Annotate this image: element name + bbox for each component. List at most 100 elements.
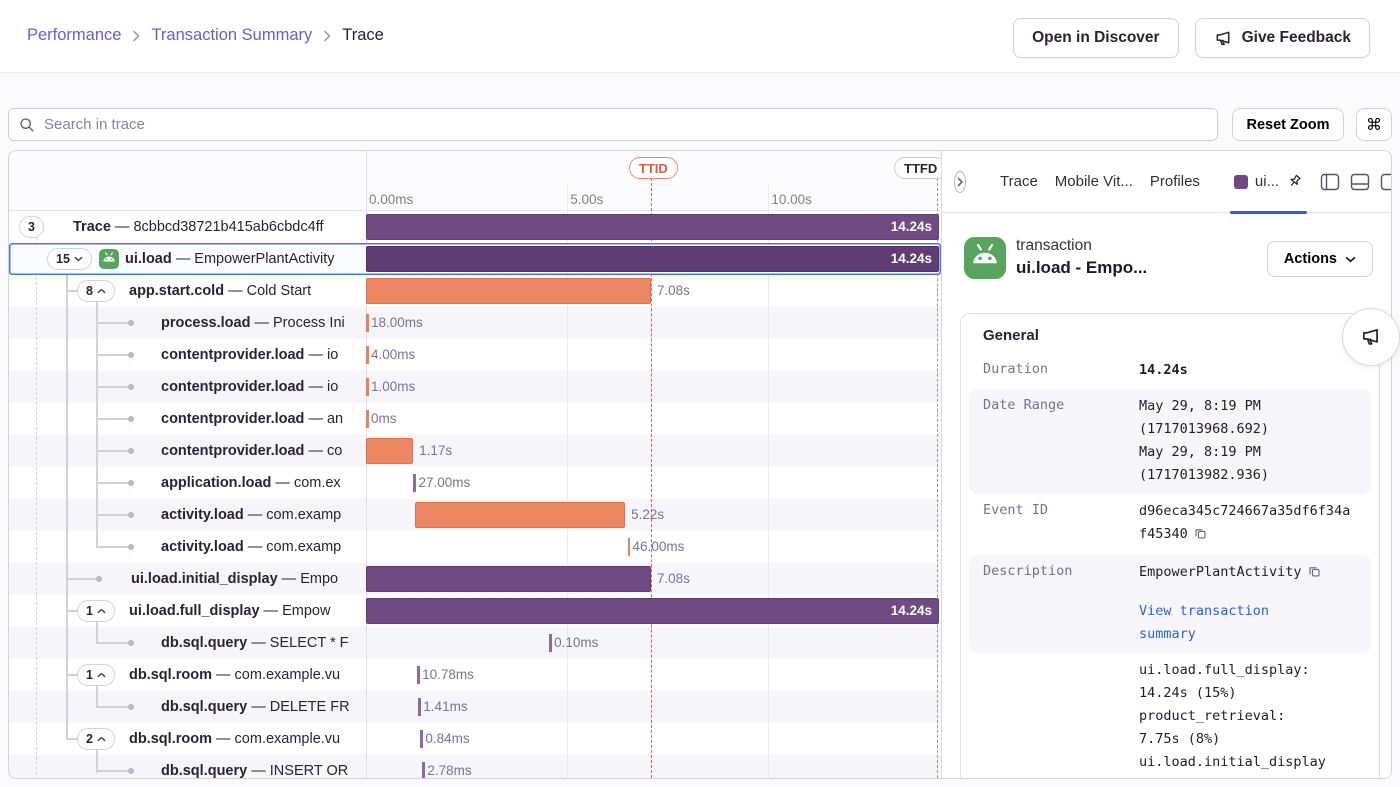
copy-icon[interactable] [1194,525,1207,548]
span-label: contentprovider.load — an [161,411,344,427]
span-count-pill[interactable]: 1 [77,664,115,686]
tab-profiles[interactable]: Profiles [1149,173,1200,190]
span-count-pill[interactable]: 15 [47,248,92,270]
trace-row[interactable]: db.sql.query — SELECT * F 0.10ms [9,627,941,659]
tree-connector [66,610,77,612]
breadcrumb-transaction-summary[interactable]: Transaction Summary [151,26,313,44]
span-count-pill[interactable]: 8 [77,280,115,302]
trace-view: 0.00ms 5.00s 10.00s TTID TTFD 3 Trace — 8cbbc… [8,150,1392,779]
tree-connector-dot [128,480,134,486]
trace-row[interactable]: 1 ui.load.full_display — Empow 14.24s [9,595,941,627]
span-tick[interactable] [627,538,631,556]
tree-connector [96,322,131,324]
trace-row[interactable]: activity.load — com.examp 5.22s [9,499,941,531]
span-duration: 46.00ms [632,539,685,554]
active-tab-underline [1229,210,1308,214]
megaphone-icon [1360,326,1382,348]
breadcrumb-performance[interactable]: Performance [27,26,122,44]
span-label: activity.load — com.examp [161,507,342,523]
trace-row[interactable]: process.load — Process Ini 18.00ms [9,307,941,339]
reset-zoom-button[interactable]: Reset Zoom [1232,108,1344,141]
layout-left-icon[interactable] [1320,173,1340,191]
tab-ui-load-active[interactable]: ui... [1229,151,1308,214]
trace-row[interactable]: activity.load — com.examp 46.00ms [9,531,941,563]
span-tick[interactable] [413,474,416,492]
span-tick[interactable] [366,410,369,428]
timeline-tick-label: 0.00ms [369,192,414,207]
span-tick[interactable] [422,762,425,778]
trace-row[interactable]: contentprovider.load — io 1.00ms [9,371,941,403]
tree-connector [96,514,131,516]
ttid-badge[interactable]: TTID [628,157,678,179]
pin-icon[interactable] [1286,173,1303,190]
span-tick[interactable] [366,314,369,332]
trace-row[interactable]: 3 Trace — 8cbbcd38721b415ab6cbdc4ff 14.24s [9,211,941,243]
span-bar[interactable]: 14.24s [366,246,939,272]
tab-trace[interactable]: Trace [1000,173,1038,190]
span-count-pill[interactable]: 3 [19,216,44,238]
layout-bottom-icon[interactable] [1350,173,1370,191]
span-count-pill[interactable]: 1 [77,600,115,622]
tab-mobile-vitals[interactable]: Mobile Vit... [1054,173,1133,190]
copy-icon[interactable] [1308,563,1321,586]
trace-row[interactable]: 15 ui.load — EmpowerPlantActivity 14.24s [9,243,941,275]
trace-row[interactable]: 2 db.sql.room — com.example.vu 0.84ms [9,723,941,755]
span-bar[interactable]: 14.24s [366,214,939,240]
tree-guide-line [36,237,37,778]
actions-button[interactable]: Actions [1266,241,1373,277]
tree-chart-divider[interactable] [366,151,367,778]
feedback-floating-button[interactable] [1342,308,1400,366]
span-bar[interactable] [415,502,626,528]
trace-row[interactable]: application.load — com.ex 27.00ms [9,467,941,499]
span-label: contentprovider.load — co [161,443,343,459]
layout-right-icon[interactable] [1380,173,1391,191]
trace-row[interactable]: ui.load.initial_display — Empo 7.08s [9,563,941,595]
open-in-discover-button[interactable]: Open in Discover [1013,18,1179,58]
span-tick[interactable] [549,634,552,652]
trace-row[interactable]: contentprovider.load — co 1.17s [9,435,941,467]
span-bar[interactable] [366,566,651,592]
tree-connector [96,642,131,644]
trace-row[interactable]: contentprovider.load — an 0ms [9,403,941,435]
trace-detail-panel: Trace Mobile Vit... Profiles ui... trans… [941,151,1391,778]
tree-connector [96,354,131,356]
give-feedback-button[interactable]: Give Feedback [1194,18,1370,58]
span-label: ui.load.initial_display — Empo [131,571,339,587]
trace-row[interactable]: contentprovider.load — io 4.00ms [9,339,941,371]
transaction-title: ui.load - Empo... [1016,258,1148,277]
transaction-type-label: transaction [1016,237,1092,254]
span-label: contentprovider.load — io [161,379,339,395]
span-bar[interactable]: 14.24s [366,598,939,624]
breadcrumb-trace: Trace [342,26,384,44]
span-tick[interactable] [366,346,369,364]
view-transaction-summary-link[interactable]: View transaction summary [1139,603,1270,642]
tab-color-swatch [1233,174,1248,189]
span-count-pill[interactable]: 2 [77,728,115,750]
tree-connector-dot [128,448,134,454]
ops-breakdown-line: ui.load.full_display: 14.24s (15%) [1139,662,1310,701]
collapse-panel-icon[interactable] [954,170,966,193]
timeline-tick-label: 5.00s [570,192,604,207]
event-id-value: d96eca345c724667a35df6f34af45340 [1139,503,1351,542]
search-input[interactable] [42,115,1217,134]
span-bar[interactable] [366,438,414,464]
tree-connector-dot [96,576,102,582]
megaphone-icon [1214,29,1233,48]
span-tick[interactable] [420,730,423,748]
trace-row[interactable]: 1 db.sql.room — com.example.vu 10.78ms [9,659,941,691]
span-label: contentprovider.load — io [161,347,339,363]
ttfd-badge[interactable]: TTFD [894,157,948,179]
span-tick[interactable] [418,698,421,716]
span-duration: 18.00ms [371,315,423,330]
tree-connector [66,290,77,292]
search-in-trace-box [8,108,1218,141]
duration-value: 14.24s [1139,362,1188,378]
span-tick[interactable] [417,666,420,684]
span-bar[interactable] [366,278,651,304]
shortcut-command-button[interactable]: ⌘ [1356,108,1392,141]
span-tick[interactable] [366,378,369,396]
trace-row[interactable]: db.sql.query — DELETE FR 1.41ms [9,691,941,723]
trace-row[interactable]: db.sql.query — INSERT OR 2.78ms [9,755,941,778]
trace-row[interactable]: 8 app.start.cold — Cold Start 7.08s [9,275,941,307]
general-section: General Duration 14.24s Date Range May 2… [960,313,1380,778]
